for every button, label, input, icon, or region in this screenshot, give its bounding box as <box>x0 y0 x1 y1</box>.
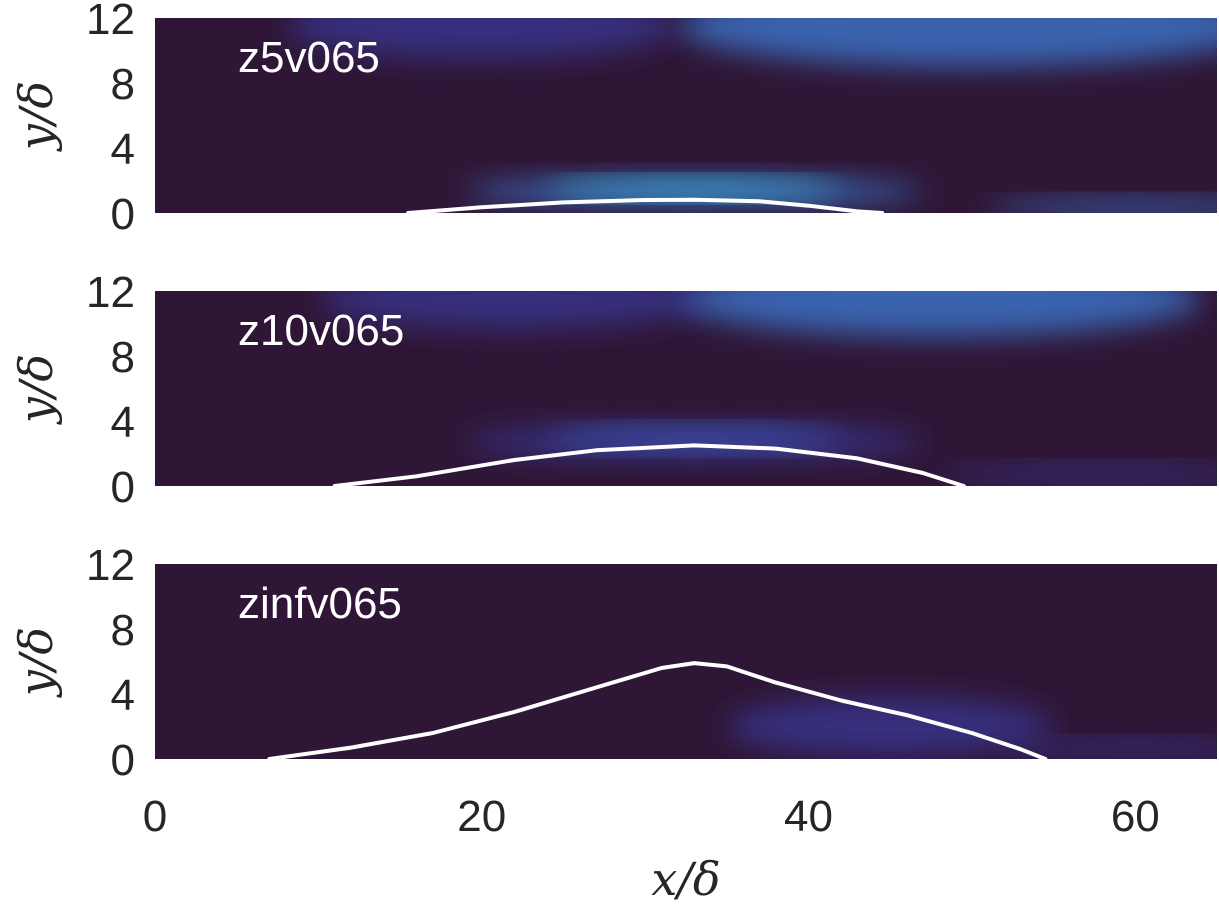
y-tick-label: 0 <box>111 190 135 239</box>
y-tick-label: 8 <box>111 333 135 382</box>
y-tick-label: 8 <box>111 60 135 109</box>
y-tick-label: 8 <box>111 606 135 655</box>
field-blob <box>677 18 1217 67</box>
y-tick-label: 12 <box>86 541 135 590</box>
y-tick-label: 4 <box>111 671 135 720</box>
x-axis-label: x/δ <box>651 852 720 906</box>
panel-1: z5v065 0 4 8 12 y/δ <box>9 0 1217 239</box>
panel-2: z10v065 0 4 8 12 y/δ <box>9 268 1217 512</box>
x-tick-label: 40 <box>784 792 833 841</box>
panel-3: zinfv065 0 4 8 12 y/δ <box>9 541 1217 785</box>
panel-label: z10v065 <box>238 306 404 355</box>
panel-label: zinfv065 <box>238 579 402 628</box>
panel-field <box>726 697 1217 758</box>
field-blob <box>939 466 1217 483</box>
panel-field <box>285 18 1217 213</box>
field-blob <box>465 177 923 207</box>
field-blob <box>677 291 1201 337</box>
y-axis-label: y/δ <box>9 354 63 425</box>
x-tick-label: 60 <box>1111 792 1160 841</box>
contour-line <box>406 197 885 213</box>
x-tick-label: 20 <box>457 792 506 841</box>
y-tick-label: 4 <box>111 125 135 174</box>
x-tick-label: 0 <box>143 792 167 841</box>
field-blob <box>726 697 1054 756</box>
field-blob <box>285 18 678 59</box>
field-blob <box>988 200 1217 213</box>
y-axis-label: y/δ <box>9 627 63 698</box>
y-tick-label: 12 <box>86 268 135 317</box>
field-blob <box>465 424 923 460</box>
contour-line <box>267 661 1048 759</box>
field-blob <box>1004 741 1217 758</box>
contour-line <box>332 443 966 486</box>
panel-label: z5v065 <box>238 33 380 82</box>
y-tick-label: 0 <box>111 736 135 785</box>
y-axis-label: y/δ <box>9 81 63 152</box>
y-tick-label: 12 <box>86 0 135 44</box>
field-blob <box>318 291 711 329</box>
y-tick-label: 0 <box>111 463 135 512</box>
y-tick-label: 4 <box>111 398 135 447</box>
x-axis: 0 20 40 60 <box>143 792 1160 841</box>
